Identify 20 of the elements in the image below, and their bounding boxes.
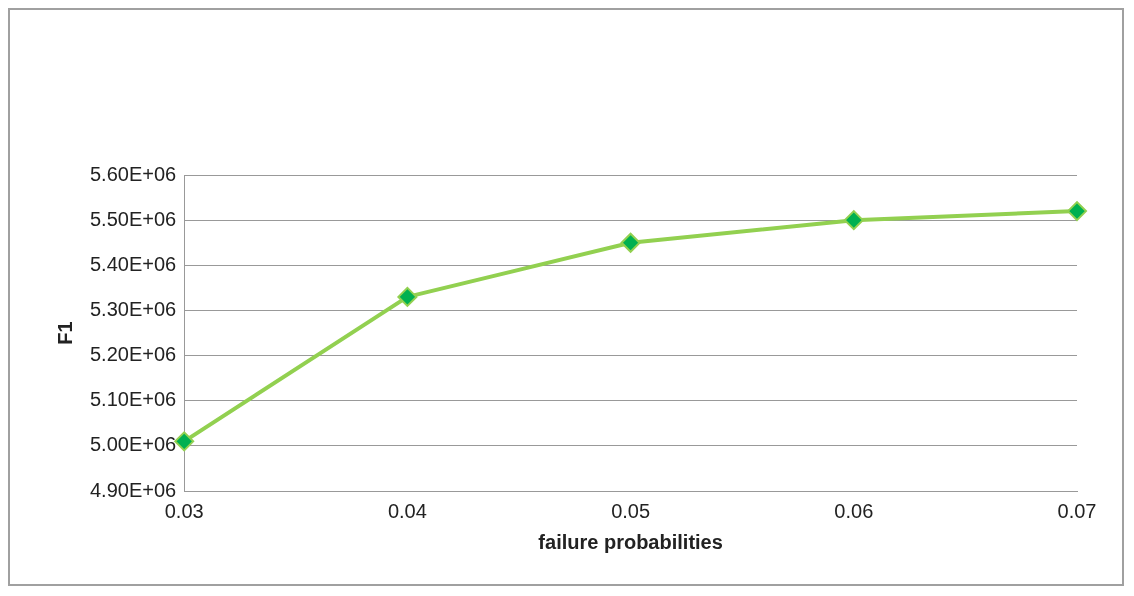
y-axis-title: F1 <box>53 321 76 345</box>
x-tick-label: 0.03 <box>164 499 204 522</box>
y-tick-label: 5.00E+06 <box>89 433 177 456</box>
y-tick-label: 4.90E+06 <box>89 478 177 501</box>
x-tick-label: 0.06 <box>834 499 874 522</box>
point <box>397 286 418 307</box>
point <box>174 431 195 452</box>
y-tick-label: 5.50E+06 <box>89 207 177 230</box>
point <box>843 210 864 231</box>
x-tick-label: 0.04 <box>387 499 427 522</box>
x-axis-title: failure probabilities <box>538 530 723 553</box>
y-tick-label: 5.20E+06 <box>89 343 177 366</box>
y-tick-label: 5.10E+06 <box>89 388 177 411</box>
y-tick-label: 5.30E+06 <box>89 297 177 320</box>
point <box>1067 201 1087 222</box>
x-tick-label: 0.05 <box>611 499 651 522</box>
point <box>620 232 641 253</box>
y-tick-label: 5.40E+06 <box>89 252 177 275</box>
x-tick-label: 0.07 <box>1057 499 1097 522</box>
y-tick-label: 5.60E+06 <box>89 162 177 185</box>
